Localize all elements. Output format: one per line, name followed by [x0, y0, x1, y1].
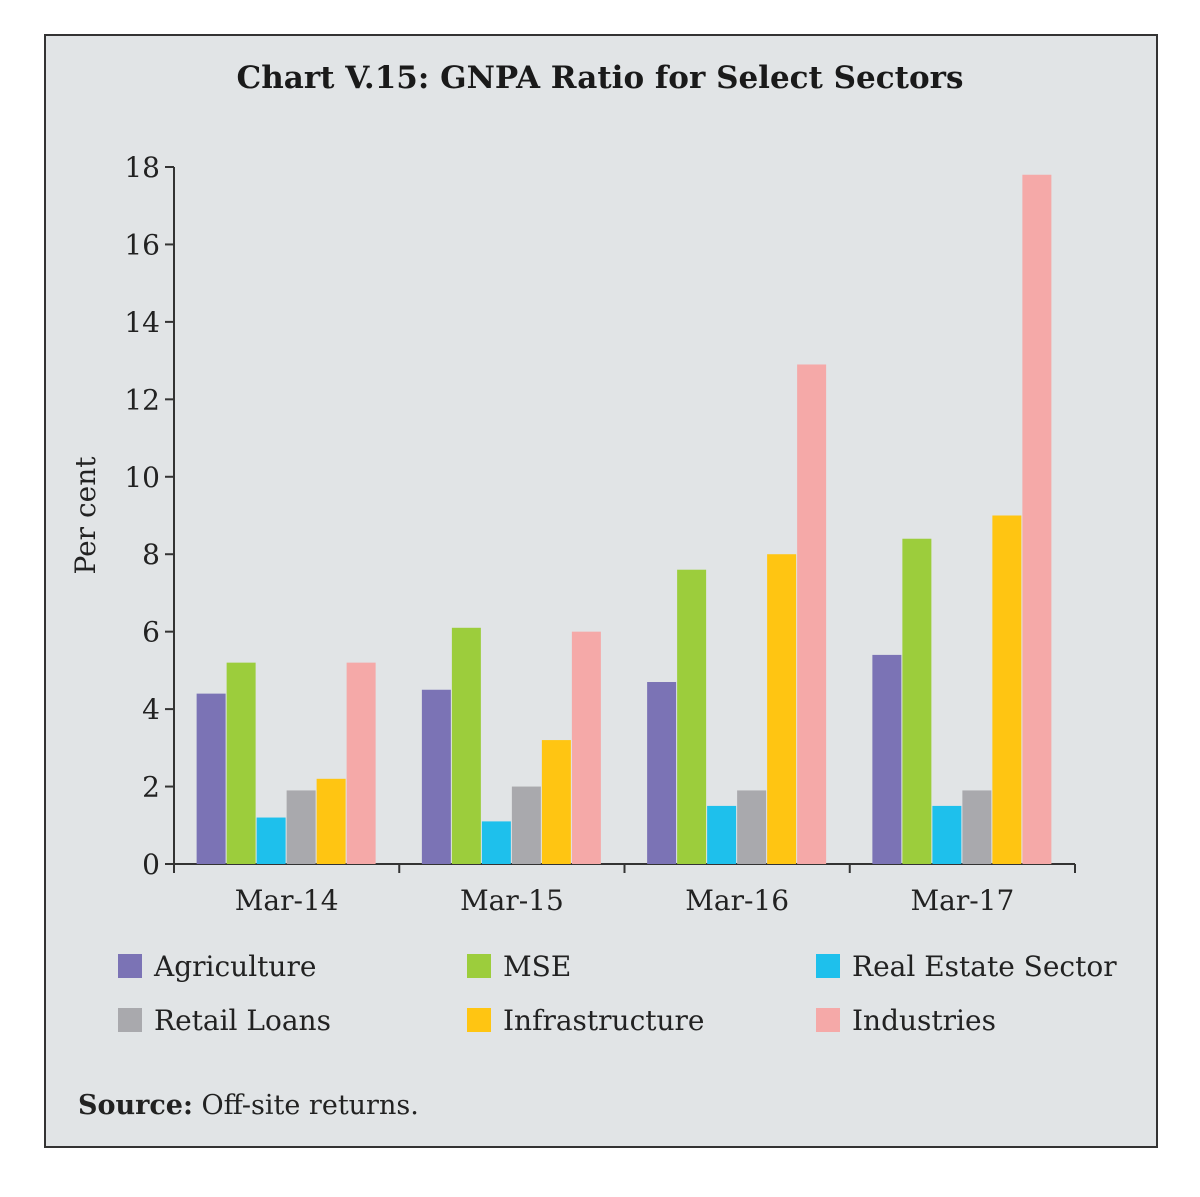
legend-swatch [118, 1008, 142, 1032]
bar-mse-mar-14 [226, 662, 256, 864]
y-tick-label: 18 [124, 151, 160, 184]
legend-label: Retail Loans [154, 1003, 331, 1037]
bar-industries-mar-14 [346, 662, 376, 864]
bar-infrastructure-mar-17 [992, 515, 1022, 864]
bar-agriculture-mar-17 [872, 654, 902, 864]
legend-item: Retail Loans [118, 1003, 331, 1037]
y-tick-label: 6 [142, 616, 160, 649]
bar-mse-mar-17 [902, 538, 932, 864]
source-label: Source: [78, 1090, 193, 1121]
y-axis-label: Per cent [69, 456, 102, 575]
x-tick-label: Mar-17 [910, 884, 1014, 917]
y-tick-label: 8 [142, 538, 160, 571]
bar-real-estate-sector-mar-15 [481, 821, 511, 864]
bar-agriculture-mar-16 [647, 682, 677, 864]
legend-swatch [467, 954, 491, 978]
bar-real-estate-sector-mar-17 [932, 805, 962, 864]
y-tick-label: 14 [124, 306, 160, 339]
legend-swatch [118, 954, 142, 978]
chart-panel [44, 34, 1158, 1148]
bar-agriculture-mar-15 [421, 689, 451, 864]
bar-mse-mar-16 [677, 569, 707, 864]
legend-label: Industries [852, 1003, 996, 1037]
bar-industries-mar-16 [797, 364, 827, 864]
legend-item: MSE [467, 949, 572, 983]
legend-item: Industries [816, 1003, 996, 1037]
bar-infrastructure-mar-15 [541, 740, 571, 864]
legend-label: MSE [503, 949, 572, 983]
bar-retail-loans-mar-15 [511, 786, 541, 864]
legend-label: Agriculture [154, 949, 317, 983]
x-tick-label: Mar-14 [235, 884, 339, 917]
bar-industries-mar-17 [1022, 174, 1052, 864]
bar-retail-loans-mar-16 [737, 790, 767, 864]
bar-mse-mar-15 [451, 627, 481, 864]
y-tick-label: 4 [142, 693, 160, 726]
y-tick-label: 16 [124, 228, 160, 261]
y-tick-label: 2 [142, 771, 160, 804]
chart-title: Chart V.15: GNPA Ratio for Select Sector… [236, 60, 964, 96]
source-note: Source: Off-site returns. [78, 1090, 419, 1121]
legend-swatch [816, 954, 840, 978]
bar-agriculture-mar-14 [196, 693, 226, 864]
source-text: Off-site returns. [201, 1090, 419, 1121]
bar-infrastructure-mar-14 [316, 778, 346, 864]
legend-item: Real Estate Sector [816, 949, 1117, 983]
y-tick-label: 12 [124, 383, 160, 416]
y-tick-label: 0 [142, 848, 160, 881]
x-tick-label: Mar-15 [460, 884, 564, 917]
y-tick-label: 10 [124, 461, 160, 494]
legend-swatch [467, 1008, 491, 1032]
bar-infrastructure-mar-16 [767, 554, 797, 864]
bar-industries-mar-15 [571, 631, 601, 864]
legend-label: Infrastructure [503, 1003, 705, 1037]
bar-retail-loans-mar-17 [962, 790, 992, 864]
bar-real-estate-sector-mar-14 [256, 817, 286, 864]
legend-item: Agriculture [118, 949, 317, 983]
x-tick-label: Mar-16 [685, 884, 789, 917]
legend-label: Real Estate Sector [852, 949, 1117, 983]
bar-real-estate-sector-mar-16 [707, 805, 737, 864]
legend-swatch [816, 1008, 840, 1032]
bar-retail-loans-mar-14 [286, 790, 316, 864]
legend-item: Infrastructure [467, 1003, 705, 1037]
